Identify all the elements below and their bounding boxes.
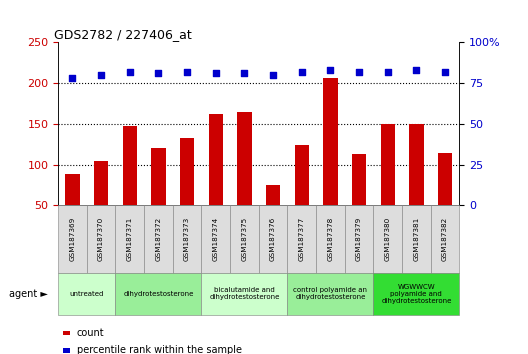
Text: dihydrotestosterone: dihydrotestosterone bbox=[123, 291, 194, 297]
Text: bicalutamide and
dihydrotestosterone: bicalutamide and dihydrotestosterone bbox=[209, 287, 280, 300]
Text: GSM187373: GSM187373 bbox=[184, 217, 190, 261]
Bar bbox=[122, 126, 137, 205]
Bar bbox=[180, 138, 194, 205]
Text: GSM187379: GSM187379 bbox=[356, 217, 362, 261]
Text: GSM187382: GSM187382 bbox=[442, 217, 448, 261]
Text: GSM187378: GSM187378 bbox=[327, 217, 333, 261]
Point bbox=[154, 70, 163, 76]
Text: untreated: untreated bbox=[70, 291, 104, 297]
Bar bbox=[438, 153, 452, 205]
Bar bbox=[352, 154, 366, 205]
Point bbox=[269, 72, 277, 78]
Text: GSM187381: GSM187381 bbox=[413, 217, 419, 261]
Point bbox=[68, 75, 77, 81]
Text: percentile rank within the sample: percentile rank within the sample bbox=[77, 346, 242, 354]
Bar bbox=[65, 173, 80, 205]
Bar bbox=[295, 145, 309, 205]
Point bbox=[183, 69, 191, 75]
Point bbox=[326, 67, 335, 73]
Text: count: count bbox=[77, 328, 104, 338]
Bar bbox=[209, 114, 223, 205]
Point bbox=[212, 70, 220, 76]
Point bbox=[355, 69, 363, 75]
Text: GSM187372: GSM187372 bbox=[155, 217, 162, 261]
Text: GSM187377: GSM187377 bbox=[299, 217, 305, 261]
Text: GSM187374: GSM187374 bbox=[213, 217, 219, 261]
Bar bbox=[151, 148, 166, 205]
Text: GSM187375: GSM187375 bbox=[241, 217, 248, 261]
Point bbox=[297, 69, 306, 75]
Text: GSM187371: GSM187371 bbox=[127, 217, 133, 261]
Text: GSM187380: GSM187380 bbox=[385, 217, 391, 261]
Point bbox=[240, 70, 249, 76]
Text: WGWWCW
polyamide and
dihydrotestosterone: WGWWCW polyamide and dihydrotestosterone bbox=[381, 284, 451, 304]
Text: GSM187370: GSM187370 bbox=[98, 217, 104, 261]
Bar bbox=[94, 161, 108, 205]
Point bbox=[97, 72, 105, 78]
Point bbox=[126, 69, 134, 75]
Bar bbox=[266, 185, 280, 205]
Bar bbox=[381, 124, 395, 205]
Text: GSM187376: GSM187376 bbox=[270, 217, 276, 261]
Text: agent ►: agent ► bbox=[8, 289, 48, 299]
Text: GDS2782 / 227406_at: GDS2782 / 227406_at bbox=[54, 28, 192, 41]
Point bbox=[383, 69, 392, 75]
Point bbox=[441, 69, 449, 75]
Bar bbox=[323, 78, 337, 205]
Point bbox=[412, 67, 421, 73]
Text: GSM187369: GSM187369 bbox=[69, 217, 76, 261]
Text: control polyamide an
dihydrotestosterone: control polyamide an dihydrotestosterone bbox=[294, 287, 367, 300]
Bar bbox=[237, 112, 251, 205]
Bar bbox=[409, 124, 423, 205]
